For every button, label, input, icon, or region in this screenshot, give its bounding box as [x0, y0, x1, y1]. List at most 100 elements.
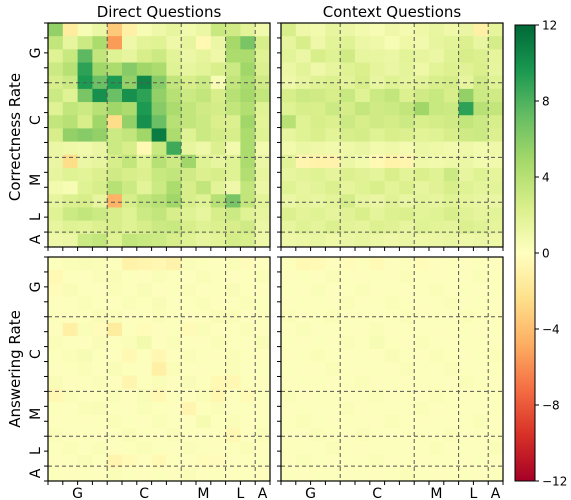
heatmap-cell [384, 283, 400, 297]
heatmap-cell [325, 220, 341, 235]
heatmap-cell [443, 207, 459, 222]
heatmap-cell [310, 88, 326, 103]
heatmap-cell [369, 309, 385, 324]
heatmap-cell [310, 322, 326, 337]
heatmap-cell [166, 336, 182, 350]
row-title-correctness: Correctness Rate [6, 73, 24, 201]
heatmap-cell [62, 388, 78, 403]
heatmap-cell [384, 102, 400, 116]
heatmap-cell [488, 115, 504, 129]
heatmap-cell [473, 115, 489, 129]
heatmap-cell [48, 49, 64, 63]
heatmap-cell [166, 220, 182, 235]
heatmap-cell [151, 322, 167, 337]
heatmap-cell [295, 181, 311, 195]
heatmap-cell [384, 75, 400, 90]
heatmap-cell [429, 467, 445, 482]
heatmap-cell [255, 75, 271, 90]
heatmap-cell [295, 270, 311, 284]
heatmap-cell [414, 141, 430, 156]
heatmap-cell [151, 415, 167, 429]
heatmap-cell [225, 128, 241, 142]
heatmap-cell [488, 220, 504, 235]
heatmap-cell [255, 388, 271, 403]
heatmap-cell [122, 349, 138, 363]
heatmap-cell [240, 388, 256, 403]
panel-frame [280, 22, 504, 248]
heatmap-cell [210, 233, 226, 248]
heatmap-cell [181, 296, 197, 311]
heatmap-cell [196, 296, 212, 311]
heatmap-cell [210, 115, 226, 129]
heatmap-cell [166, 454, 182, 469]
heatmap-cell [122, 309, 138, 324]
heatmap-cell [136, 428, 152, 442]
heatmap-cell [384, 49, 400, 63]
heatmap-cell [473, 23, 489, 37]
heatmap-cell [77, 454, 93, 469]
heatmap-cell [181, 401, 197, 416]
heatmap-cell [414, 115, 430, 129]
heatmap-cell [92, 167, 108, 182]
heatmap-cell [458, 154, 474, 169]
heatmap-cell [281, 233, 297, 248]
heatmap-cell [225, 296, 241, 311]
heatmap-cell [399, 102, 415, 116]
heatmap-cell [77, 194, 93, 208]
heatmap-cell [196, 49, 212, 63]
colorbar-tick-label: 4 [542, 171, 550, 185]
heatmap-cell [369, 428, 385, 442]
heatmap-cell [240, 115, 256, 129]
y-group-label: M [28, 174, 44, 186]
heatmap-cell [181, 102, 197, 116]
heatmap-cell [240, 428, 256, 442]
heatmap-cell [414, 441, 430, 456]
heatmap-cell [225, 23, 241, 37]
heatmap-cell [122, 88, 138, 103]
heatmap-cell [107, 181, 123, 195]
heatmap-cell [458, 454, 474, 469]
heatmap-cell [355, 349, 371, 363]
heatmap-cell [77, 270, 93, 284]
heatmap-cell [62, 36, 78, 50]
heatmap-cell [151, 88, 167, 103]
heatmap-cell [488, 454, 504, 469]
heatmap-cell [48, 362, 64, 376]
heatmap-cell [399, 36, 415, 50]
heatmap-cell [181, 23, 197, 37]
heatmap-cell [443, 362, 459, 376]
heatmap-cell [48, 194, 64, 208]
heatmap-cell [136, 270, 152, 284]
heatmap-cell [384, 257, 400, 271]
heatmap-cell [122, 322, 138, 337]
heatmap-cell [488, 62, 504, 77]
heatmap-cell [196, 141, 212, 156]
heatmap-cell [92, 296, 108, 311]
heatmap-cell [355, 336, 371, 350]
heatmap-cell [48, 36, 64, 50]
heatmap-cell [166, 88, 182, 103]
heatmap-cell [77, 388, 93, 403]
heatmap-cell [240, 233, 256, 248]
heatmap-cell [107, 23, 123, 37]
heatmap-cell [325, 23, 341, 37]
heatmap-cell [77, 128, 93, 142]
heatmap-cell [340, 362, 356, 376]
heatmap-cell [443, 257, 459, 271]
heatmap-cell [122, 154, 138, 169]
heatmap-cell [166, 296, 182, 311]
heatmap-cell [136, 233, 152, 248]
heatmap-cell [310, 441, 326, 456]
heatmap-cell [458, 88, 474, 103]
heatmap-cell [414, 62, 430, 77]
heatmap-cell [255, 322, 271, 337]
heatmap-cell [473, 220, 489, 235]
heatmap-cell [458, 167, 474, 182]
heatmap-cell [77, 283, 93, 297]
heatmap-cell [151, 283, 167, 297]
heatmap-cell [429, 88, 445, 103]
heatmap-cell [196, 415, 212, 429]
heatmap-cell [107, 401, 123, 416]
heatmap-cell [196, 233, 212, 248]
